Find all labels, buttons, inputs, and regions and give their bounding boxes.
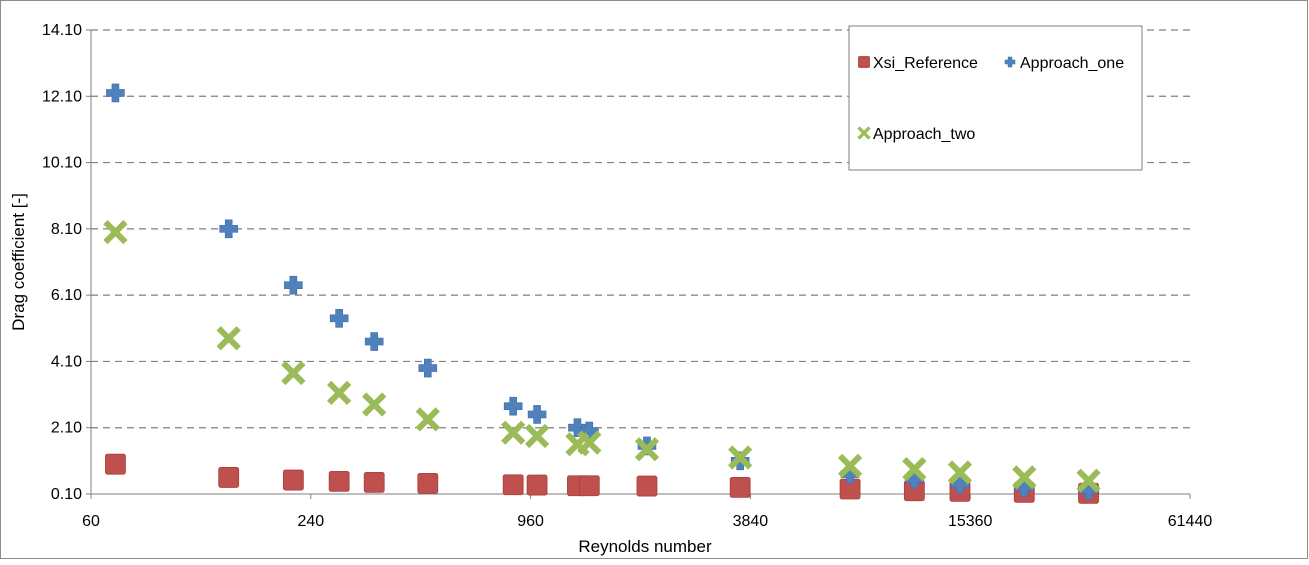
y-axis-title: Drag coefficient [-] [9, 193, 28, 331]
data-point-square [328, 471, 350, 492]
data-point-square [363, 471, 385, 493]
legend-marker-plus [1004, 56, 1016, 68]
y-tick-label: 10.10 [42, 155, 82, 172]
data-point-plus [418, 358, 438, 378]
data-point-x [103, 220, 128, 245]
y-tick-label: 14.10 [42, 22, 82, 39]
data-point-x [634, 437, 660, 462]
data-point-square [636, 475, 658, 497]
data-point-x [362, 392, 387, 417]
data-point-x [524, 423, 550, 449]
data-point-x [281, 360, 306, 386]
data-point-square [218, 467, 240, 488]
data-point-x [216, 326, 241, 351]
y-tick-label: 8.10 [51, 221, 82, 238]
y-tick-label: 2.10 [51, 420, 82, 437]
x-tick-label: 240 [297, 513, 324, 530]
legend-label: Approach_two [873, 126, 975, 143]
x-axis-title: Reynolds number [578, 537, 712, 556]
data-point-square [729, 476, 751, 498]
data-point-x [1012, 465, 1037, 490]
data-point-x [501, 420, 526, 445]
x-tick-label: 61440 [1168, 513, 1213, 530]
y-tick-label: 12.10 [42, 88, 82, 105]
data-point-plus [364, 332, 384, 351]
data-point-x [902, 457, 927, 482]
series-approach-two [103, 220, 1101, 493]
data-point-plus [284, 275, 303, 295]
y-tick-label: 4.10 [51, 353, 82, 370]
x-tick-label: 15360 [948, 513, 993, 530]
tick-labels: 0.10 2.10 4.10 6.10 8.10 10.10 12.10 14.10 60 240… [42, 22, 1212, 530]
data-points [103, 83, 1101, 504]
legend-label: Approach_one [1020, 55, 1124, 72]
data-point-plus [219, 219, 239, 239]
data-point-x [327, 380, 352, 406]
data-point-x [577, 430, 602, 455]
x-tick-label: 3840 [733, 513, 769, 530]
data-point-square [282, 469, 304, 491]
legend-box [848, 25, 1143, 171]
data-point-plus [329, 309, 349, 328]
data-point-plus [527, 405, 547, 424]
data-point-x [415, 407, 440, 432]
data-point-x [837, 453, 863, 478]
data-point-square [502, 474, 524, 496]
data-point-square [578, 475, 600, 497]
data-point-plus [106, 83, 125, 103]
data-point-x [1076, 468, 1101, 493]
y-tick-label: 0.10 [51, 486, 82, 503]
data-point-x [728, 445, 753, 470]
x-tick-label: 960 [517, 513, 544, 530]
data-point-square [526, 474, 548, 496]
legend: Xsi_Reference Approach_one Approach_two [848, 25, 1143, 171]
y-tick-label: 6.10 [51, 287, 82, 304]
legend-label: Xsi_Reference [873, 55, 978, 72]
data-point-x [947, 460, 973, 485]
data-point-plus [503, 396, 523, 416]
legend-marker-square [858, 56, 870, 68]
x-tick-label: 60 [82, 513, 100, 530]
legend-marker-x [857, 126, 871, 140]
data-point-square [417, 472, 439, 494]
data-point-square [105, 453, 126, 475]
